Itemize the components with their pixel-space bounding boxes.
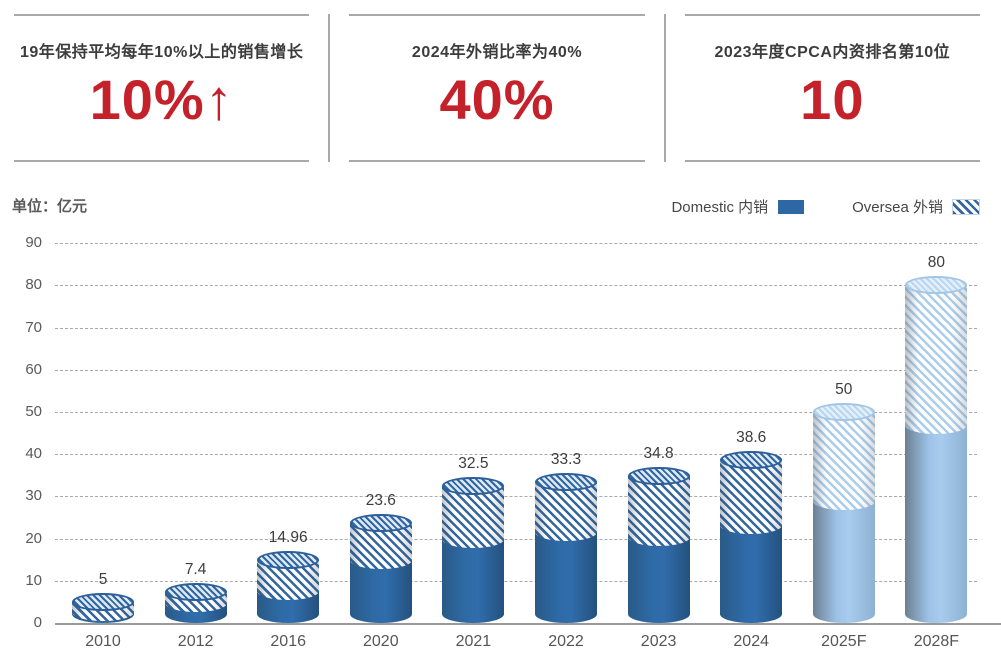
bar-segment-oversea <box>442 485 505 548</box>
gridline <box>55 327 977 329</box>
bar: 32.5 <box>442 455 505 623</box>
legend-swatch-solid-icon <box>778 199 805 214</box>
x-tick-label: 2016 <box>270 633 306 650</box>
bar-segment-oversea <box>535 482 597 542</box>
x-tick-label: 2023 <box>640 633 677 650</box>
bar-value-label: 14.96 <box>268 528 308 546</box>
stat-box-cpca-rank: 2023年度CPCA内资排名第10位 10 <box>684 14 980 162</box>
gridline <box>55 496 977 498</box>
bar-segment-domestic <box>535 532 597 623</box>
legend-label-domestic: Domestic 内销 <box>671 199 769 216</box>
y-tick-label: 90 <box>25 234 42 252</box>
legend-label-oversea: Oversea 外销 <box>852 199 943 216</box>
x-axis-line <box>55 623 1001 625</box>
y-tick-label: 30 <box>25 487 42 505</box>
x-tick-label: 2012 <box>177 633 214 650</box>
bar-value-label: 80 <box>927 254 946 272</box>
bar-segment-domestic <box>349 559 412 623</box>
legend-item-oversea: Oversea 外销 <box>852 196 980 217</box>
x-tick-label: 2020 <box>363 633 399 650</box>
bar-value-label: 32.5 <box>458 454 489 472</box>
bar-value-label: 50 <box>835 381 853 398</box>
stats-row: 19年保持平均每年10%以上的销售增长 10%↑ 2024年外销比率为40% 4… <box>14 14 980 162</box>
stat-label: 2023年度CPCA内资排名第10位 <box>714 44 951 61</box>
gridline <box>55 454 977 456</box>
y-tick-label: 80 <box>25 276 42 294</box>
bar-value-label: 7.4 <box>184 560 207 578</box>
gridline <box>55 580 977 582</box>
gridline <box>55 412 977 413</box>
bar: 14.96 <box>257 529 320 623</box>
stat-label: 19年保持平均每年10%以上的销售增长 <box>20 44 304 61</box>
y-tick-label: 10 <box>25 571 42 589</box>
bar-segment-oversea <box>720 460 783 535</box>
stat-value: 10 <box>800 68 865 131</box>
unit-label: 单位：亿元 <box>12 198 88 215</box>
bar-segment-oversea <box>905 285 968 434</box>
stat-value: 40% <box>439 68 555 131</box>
bar-segment-domestic <box>442 538 505 623</box>
legend-item-domestic: Domestic 内销 <box>671 196 805 217</box>
bar: 38.6 <box>720 429 783 623</box>
bar: 23.6 <box>349 492 412 623</box>
stat-value: 10%↑ <box>89 68 234 131</box>
gridline <box>55 538 977 540</box>
bar: 50 <box>812 381 875 623</box>
bar-cap <box>905 276 968 295</box>
bar: 7.4 <box>164 561 227 623</box>
bar-segment-domestic <box>905 424 968 623</box>
stat-box-sales-growth: 19年保持平均每年10%以上的销售增长 10%↑ <box>14 14 310 162</box>
x-tick-label: 2024 <box>733 633 769 650</box>
bar: 5 <box>72 571 134 623</box>
bar-cap <box>627 467 690 486</box>
y-tick-label: 60 <box>25 360 42 378</box>
y-tick-label: 0 <box>33 614 42 631</box>
bar-segment-oversea <box>627 476 690 546</box>
plot-area: 0 10 20 30 40 50 60 70 80 90 5 2010 7.4 2012 14.96 2016… <box>0 228 1001 657</box>
bar-segment-domestic <box>627 536 690 623</box>
divider <box>663 14 666 162</box>
stat-box-export-ratio: 2024年外销比率为40% 40% <box>349 14 645 162</box>
gridline <box>55 369 977 371</box>
bar-cap <box>72 592 134 611</box>
divider <box>328 14 331 162</box>
bar-value-label: 23.6 <box>365 492 396 510</box>
bar-cap <box>349 514 412 533</box>
x-tick-label: 2025F <box>821 633 867 650</box>
bar-cap <box>442 476 505 495</box>
y-tick-label: 40 <box>25 445 42 463</box>
bar: 80 <box>905 254 968 623</box>
bar-value-label: 34.8 <box>643 445 674 463</box>
gridline <box>55 243 977 245</box>
bar-cap <box>164 582 227 601</box>
legend-swatch-hatched-icon <box>952 198 980 215</box>
bar-segment-domestic <box>720 525 783 623</box>
gridline <box>55 285 977 287</box>
x-tick-label: 2021 <box>455 633 492 650</box>
y-tick-label: 70 <box>25 318 42 336</box>
bar-cap <box>720 451 783 470</box>
bar-value-label: 33.3 <box>550 451 582 469</box>
bar-value-label: 5 <box>98 570 108 588</box>
bar-segment-domestic <box>812 500 875 623</box>
x-tick-label: 2010 <box>85 633 121 650</box>
bar-cap <box>812 403 875 421</box>
x-tick-label: 2028F <box>913 633 960 650</box>
bar-value-label: 38.6 <box>736 429 767 447</box>
bar: 34.8 <box>627 445 690 623</box>
stat-label: 2024年外销比率为40% <box>411 44 583 61</box>
legend: Domestic 内销 Oversea 外销 <box>671 196 980 217</box>
x-tick-label: 2022 <box>548 633 584 650</box>
bar-cap <box>257 550 320 569</box>
bar-cap <box>535 473 597 492</box>
y-tick-label: 20 <box>25 529 42 547</box>
bar-segment-oversea <box>812 412 875 510</box>
bar: 33.3 <box>535 451 597 623</box>
y-tick-label: 50 <box>25 403 42 420</box>
